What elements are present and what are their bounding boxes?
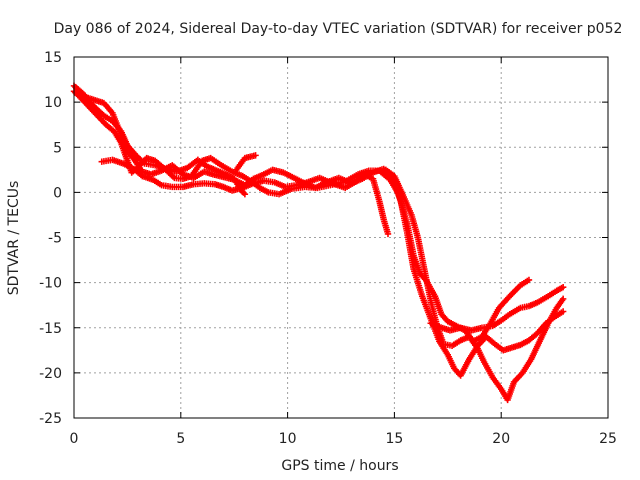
series-track-3 bbox=[72, 84, 567, 379]
data-marks bbox=[70, 82, 567, 404]
plot-frame bbox=[73, 56, 609, 419]
data-point-marker bbox=[559, 283, 567, 291]
data-point-marker bbox=[241, 190, 249, 198]
series-track-5 bbox=[233, 152, 259, 174]
x-tick-label: 25 bbox=[599, 431, 617, 447]
data-point-marker bbox=[525, 276, 533, 284]
data-point-marker bbox=[384, 230, 392, 238]
tick-labels: 0 5 10 15 20 25 -25 -20 -15 -10 -5 0 5 10 15 bbox=[39, 50, 617, 447]
x-tick-label: 15 bbox=[385, 431, 403, 447]
y-axis-label: SDTVAR / TECUs bbox=[6, 181, 22, 296]
series-track-6 bbox=[382, 166, 567, 404]
data-point-marker bbox=[559, 295, 567, 303]
data-point-marker bbox=[559, 308, 567, 315]
series-track-7 bbox=[427, 283, 567, 334]
x-tick-label: 10 bbox=[279, 431, 297, 447]
series-track-4 bbox=[98, 156, 392, 238]
y-tick-label: -10 bbox=[39, 276, 62, 292]
x-tick-label: 0 bbox=[70, 431, 79, 447]
x-tick-label: 20 bbox=[492, 431, 510, 447]
y-tick-label: 5 bbox=[53, 140, 62, 156]
x-tick-label: 5 bbox=[176, 431, 185, 447]
y-tick-label: 0 bbox=[53, 185, 62, 201]
y-tick-label: 15 bbox=[44, 50, 62, 66]
series-track-2 bbox=[70, 88, 533, 345]
chart-title: Day 086 of 2024, Sidereal Day-to-day VTE… bbox=[54, 21, 623, 37]
y-tick-label: -15 bbox=[39, 321, 62, 337]
x-axis-label: GPS time / hours bbox=[281, 458, 398, 474]
y-tick-label: -25 bbox=[39, 411, 62, 427]
y-tick-label: -20 bbox=[39, 366, 62, 382]
y-tick-label: 10 bbox=[44, 95, 62, 111]
data-point-marker bbox=[252, 152, 259, 159]
y-tick-label: -5 bbox=[48, 231, 62, 247]
